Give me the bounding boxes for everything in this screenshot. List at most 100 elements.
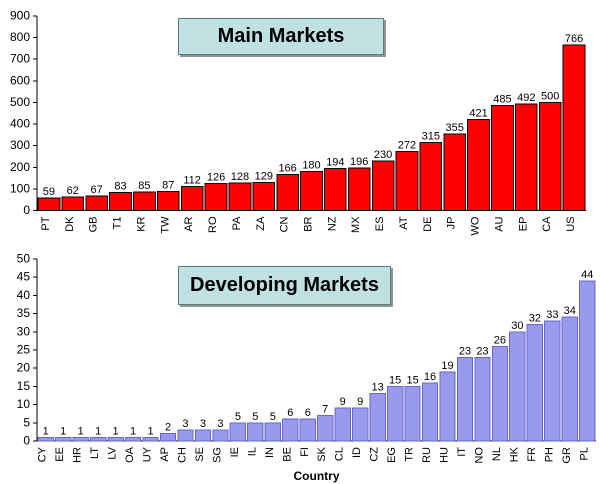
svg-text:700: 700 <box>10 52 30 66</box>
svg-text:1: 1 <box>43 425 49 437</box>
svg-text:30: 30 <box>17 324 31 338</box>
svg-text:IL: IL <box>246 447 258 456</box>
svg-text:129: 129 <box>255 171 273 183</box>
svg-text:44: 44 <box>581 269 593 281</box>
svg-text:83: 83 <box>114 181 126 193</box>
svg-text:PL: PL <box>578 447 590 460</box>
svg-text:RU: RU <box>421 447 433 463</box>
svg-text:3: 3 <box>182 418 188 430</box>
svg-text:FR: FR <box>526 447 538 462</box>
svg-text:200: 200 <box>10 160 30 174</box>
svg-text:IN: IN <box>264 447 276 458</box>
svg-text:IT: IT <box>456 447 468 457</box>
svg-text:CZ: CZ <box>369 447 381 462</box>
svg-text:16: 16 <box>424 371 436 383</box>
svg-text:7: 7 <box>322 404 328 416</box>
svg-text:166: 166 <box>278 163 296 175</box>
svg-text:1: 1 <box>95 425 101 437</box>
svg-text:15: 15 <box>17 379 31 393</box>
svg-text:23: 23 <box>459 345 471 357</box>
svg-text:800: 800 <box>10 30 30 44</box>
svg-text:1: 1 <box>130 425 136 437</box>
svg-text:EE: EE <box>54 447 66 462</box>
svg-text:33: 33 <box>546 309 558 321</box>
svg-text:5: 5 <box>270 411 276 423</box>
svg-text:19: 19 <box>441 360 453 372</box>
svg-text:13: 13 <box>372 382 384 394</box>
svg-text:WO: WO <box>470 216 482 235</box>
svg-text:500: 500 <box>10 95 30 109</box>
svg-text:ES: ES <box>374 217 386 232</box>
svg-text:2: 2 <box>165 422 171 434</box>
svg-text:AP: AP <box>159 447 171 462</box>
svg-text:34: 34 <box>564 305 576 317</box>
svg-text:500: 500 <box>541 90 559 102</box>
svg-text:87: 87 <box>162 180 174 192</box>
svg-text:HK: HK <box>508 446 520 462</box>
svg-text:IE: IE <box>229 447 241 457</box>
svg-text:ID: ID <box>351 447 363 458</box>
svg-text:TR: TR <box>404 447 416 462</box>
svg-text:485: 485 <box>493 94 511 106</box>
svg-text:PT: PT <box>40 216 52 230</box>
svg-text:MX: MX <box>350 216 362 233</box>
svg-text:EG: EG <box>386 447 398 463</box>
svg-text:1: 1 <box>78 425 84 437</box>
svg-text:SK: SK <box>316 446 328 461</box>
svg-text:GR: GR <box>561 447 573 464</box>
svg-text:85: 85 <box>138 180 150 192</box>
svg-text:UY: UY <box>142 446 154 462</box>
svg-text:NZ: NZ <box>326 216 338 231</box>
svg-text:NL: NL <box>491 447 503 461</box>
svg-text:272: 272 <box>398 140 416 152</box>
svg-text:SE: SE <box>194 447 206 462</box>
svg-text:BR: BR <box>303 216 315 231</box>
svg-text:128: 128 <box>231 171 249 183</box>
svg-text:CH: CH <box>176 447 188 463</box>
svg-text:315: 315 <box>422 130 440 142</box>
svg-text:300: 300 <box>10 138 30 152</box>
svg-text:NO: NO <box>473 447 485 464</box>
svg-text:CA: CA <box>541 216 553 232</box>
svg-text:0: 0 <box>23 203 30 217</box>
svg-text:CY: CY <box>37 446 49 462</box>
svg-text:112: 112 <box>183 174 201 186</box>
svg-text:LT: LT <box>89 447 101 459</box>
svg-text:100: 100 <box>10 181 30 195</box>
svg-text:CL: CL <box>334 447 346 461</box>
svg-text:180: 180 <box>302 160 320 172</box>
svg-text:3: 3 <box>200 418 206 430</box>
svg-text:AT: AT <box>398 216 410 230</box>
svg-text:3: 3 <box>217 418 223 430</box>
svg-text:FI: FI <box>299 447 311 457</box>
svg-text:10: 10 <box>17 397 31 411</box>
svg-text:492: 492 <box>517 92 535 104</box>
svg-text:400: 400 <box>10 117 30 131</box>
svg-text:67: 67 <box>91 184 103 196</box>
svg-text:SG: SG <box>211 447 223 463</box>
svg-text:PH: PH <box>543 447 555 462</box>
svg-text:20: 20 <box>17 361 31 375</box>
svg-text:1: 1 <box>147 425 153 437</box>
svg-text:26: 26 <box>494 334 506 346</box>
svg-text:355: 355 <box>446 122 464 134</box>
svg-text:126: 126 <box>207 171 225 183</box>
svg-text:15: 15 <box>406 374 418 386</box>
svg-text:59: 59 <box>43 186 55 198</box>
svg-text:50: 50 <box>17 252 31 266</box>
svg-text:KR: KR <box>135 216 147 231</box>
svg-text:PA: PA <box>231 216 243 231</box>
svg-text:600: 600 <box>10 73 30 87</box>
svg-text:196: 196 <box>350 156 368 168</box>
svg-text:421: 421 <box>469 108 487 120</box>
svg-text:62: 62 <box>67 185 79 197</box>
svg-text:23: 23 <box>476 345 488 357</box>
svg-text:EP: EP <box>517 217 529 232</box>
svg-text:5: 5 <box>252 411 258 423</box>
svg-text:OA: OA <box>124 446 136 463</box>
svg-text:35: 35 <box>17 306 31 320</box>
svg-text:US: US <box>565 217 577 232</box>
svg-text:6: 6 <box>287 407 293 419</box>
svg-text:1: 1 <box>60 425 66 437</box>
svg-text:DE: DE <box>422 217 434 232</box>
